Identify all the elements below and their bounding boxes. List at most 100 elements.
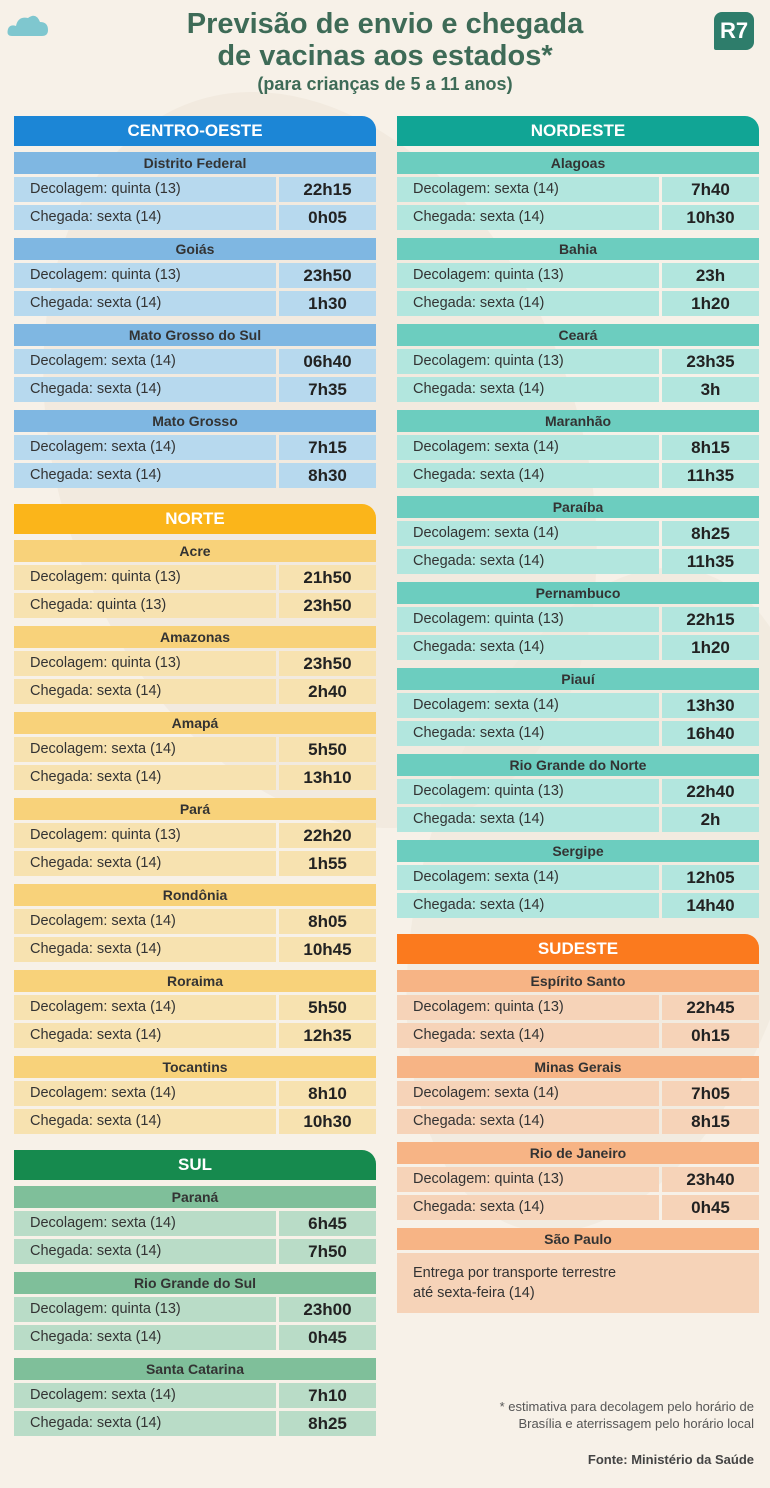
arrival-label: Chegada: sexta (14) bbox=[14, 1239, 276, 1264]
arrival-time: 23h50 bbox=[279, 593, 376, 618]
departure-label: Decolagem: quinta (13) bbox=[397, 607, 659, 632]
region-title: NORTE bbox=[14, 504, 376, 534]
departure-row: Decolagem: quinta (13) 23h00 bbox=[14, 1297, 376, 1322]
departure-row: Decolagem: sexta (14) 8h25 bbox=[397, 521, 759, 546]
departure-label: Decolagem: quinta (13) bbox=[397, 779, 659, 804]
departure-time: 8h15 bbox=[662, 435, 759, 460]
arrival-row: Chegada: sexta (14) 1h55 bbox=[14, 851, 376, 876]
state-name: Amapá bbox=[14, 712, 376, 734]
state-name: Espírito Santo bbox=[397, 970, 759, 992]
arrival-row: Chegada: sexta (14) 0h05 bbox=[14, 205, 376, 230]
arrival-row: Chegada: sexta (14) 1h20 bbox=[397, 635, 759, 660]
departure-label: Decolagem: quinta (13) bbox=[14, 565, 276, 590]
departure-row: Decolagem: sexta (14) 7h10 bbox=[14, 1383, 376, 1408]
departure-label: Decolagem: sexta (14) bbox=[14, 1081, 276, 1106]
state-list: Alagoas Decolagem: sexta (14) 7h40 Chegada:… bbox=[397, 152, 759, 918]
arrival-time: 16h40 bbox=[662, 721, 759, 746]
departure-time: 7h15 bbox=[279, 435, 376, 460]
arrival-label: Chegada: sexta (14) bbox=[14, 1325, 276, 1350]
departure-row: Decolagem: sexta (14) 8h05 bbox=[14, 909, 376, 934]
arrival-label: Chegada: sexta (14) bbox=[397, 1195, 659, 1220]
departure-time: 22h20 bbox=[279, 823, 376, 848]
arrival-label: Chegada: sexta (14) bbox=[397, 377, 659, 402]
state-block: Bahia Decolagem: quinta (13) 23h Chegada: s… bbox=[397, 238, 759, 316]
departure-row: Decolagem: quinta (13) 23h50 bbox=[14, 263, 376, 288]
footnote-line: Brasília e aterrissagem pelo horário loc… bbox=[518, 1416, 754, 1431]
arrival-time: 7h50 bbox=[279, 1239, 376, 1264]
state-block: Amapá Decolagem: sexta (14) 5h50 Chegada: s… bbox=[14, 712, 376, 790]
arrival-time: 14h40 bbox=[662, 893, 759, 918]
departure-row: Decolagem: quinta (13) 22h20 bbox=[14, 823, 376, 848]
departure-row: Decolagem: quinta (13) 22h15 bbox=[397, 607, 759, 632]
state-block: Tocantins Decolagem: sexta (14) 8h10 Chegad… bbox=[14, 1056, 376, 1134]
state-block: Rio Grande do Norte Decolagem: quinta (13… bbox=[397, 754, 759, 832]
arrival-label: Chegada: sexta (14) bbox=[14, 377, 276, 402]
departure-row: Decolagem: sexta (14) 12h05 bbox=[397, 865, 759, 890]
arrival-label: Chegada: sexta (14) bbox=[14, 1023, 276, 1048]
arrival-row: Chegada: sexta (14) 0h45 bbox=[14, 1325, 376, 1350]
arrival-row: Chegada: sexta (14) 8h15 bbox=[397, 1109, 759, 1134]
arrival-row: Chegada: sexta (14) 11h35 bbox=[397, 549, 759, 574]
state-block: Paraíba Decolagem: sexta (14) 8h25 Chegada:… bbox=[397, 496, 759, 574]
arrival-row: Chegada: sexta (14) 0h45 bbox=[397, 1195, 759, 1220]
departure-label: Decolagem: quinta (13) bbox=[14, 177, 276, 202]
departure-label: Decolagem: quinta (13) bbox=[14, 651, 276, 676]
state-list: Distrito Federal Decolagem: quinta (13) 22… bbox=[14, 152, 376, 488]
state-name: Minas Gerais bbox=[397, 1056, 759, 1078]
arrival-row: Chegada: sexta (14) 12h35 bbox=[14, 1023, 376, 1048]
note-line: Entrega por transporte terrestre bbox=[413, 1265, 617, 1281]
arrival-time: 2h40 bbox=[279, 679, 376, 704]
arrival-label: Chegada: sexta (14) bbox=[14, 1411, 276, 1436]
state-block: Roraima Decolagem: sexta (14) 5h50 Chegada:… bbox=[14, 970, 376, 1048]
region-sudeste: SUDESTE Espírito Santo Decolagem: quinta … bbox=[397, 934, 759, 1313]
departure-time: 22h15 bbox=[662, 607, 759, 632]
note-line: até sexta-feira (14) bbox=[413, 1285, 535, 1301]
state-name: Ceará bbox=[397, 324, 759, 346]
state-name: Pernambuco bbox=[397, 582, 759, 604]
state-name: Rondônia bbox=[14, 884, 376, 906]
departure-row: Decolagem: quinta (13) 23h35 bbox=[397, 349, 759, 374]
arrival-label: Chegada: sexta (14) bbox=[14, 291, 276, 316]
departure-row: Decolagem: sexta (14) 5h50 bbox=[14, 995, 376, 1020]
arrival-time: 8h30 bbox=[279, 463, 376, 488]
departure-time: 12h05 bbox=[662, 865, 759, 890]
departure-row: Decolagem: sexta (14) 7h05 bbox=[397, 1081, 759, 1106]
footnote: * estimativa para decolagem pelo horário… bbox=[424, 1398, 754, 1432]
state-name: Paraná bbox=[14, 1186, 376, 1208]
state-list: Espírito Santo Decolagem: quinta (13) 22h4… bbox=[397, 970, 759, 1220]
departure-label: Decolagem: sexta (14) bbox=[397, 1081, 659, 1106]
right-column: NORDESTE Alagoas Decolagem: sexta (14) 7h4… bbox=[397, 116, 759, 1329]
state-name: Goiás bbox=[14, 238, 376, 260]
departure-row: Decolagem: sexta (14) 7h15 bbox=[14, 435, 376, 460]
state-list: Acre Decolagem: quinta (13) 21h50 Chegada: … bbox=[14, 540, 376, 1134]
state-block: Ceará Decolagem: quinta (13) 23h35 Chegada:… bbox=[397, 324, 759, 402]
departure-label: Decolagem: quinta (13) bbox=[14, 823, 276, 848]
state-block: Alagoas Decolagem: sexta (14) 7h40 Chegada:… bbox=[397, 152, 759, 230]
arrival-label: Chegada: sexta (14) bbox=[14, 679, 276, 704]
arrival-row: Chegada: sexta (14) 14h40 bbox=[397, 893, 759, 918]
state-name: Amazonas bbox=[14, 626, 376, 648]
departure-label: Decolagem: sexta (14) bbox=[397, 521, 659, 546]
state-block: Minas Gerais Decolagem: sexta (14) 7h05 Che… bbox=[397, 1056, 759, 1134]
state-block: Santa Catarina Decolagem: sexta (14) 7h10 C… bbox=[14, 1358, 376, 1436]
region-title: CENTRO-OESTE bbox=[14, 116, 376, 146]
departure-time: 23h bbox=[662, 263, 759, 288]
departure-row: Decolagem: quinta (13) 21h50 bbox=[14, 565, 376, 590]
departure-time: 23h40 bbox=[662, 1167, 759, 1192]
state-name: Maranhão bbox=[397, 410, 759, 432]
region-centro-oeste: CENTRO-OESTE Distrito Federal Decolagem: … bbox=[14, 116, 376, 488]
arrival-row: Chegada: sexta (14) 7h35 bbox=[14, 377, 376, 402]
arrival-time: 13h10 bbox=[279, 765, 376, 790]
departure-label: Decolagem: quinta (13) bbox=[397, 995, 659, 1020]
state-name: Piauí bbox=[397, 668, 759, 690]
arrival-label: Chegada: sexta (14) bbox=[14, 851, 276, 876]
departure-row: Decolagem: quinta (13) 23h50 bbox=[14, 651, 376, 676]
arrival-time: 0h15 bbox=[662, 1023, 759, 1048]
departure-row: Decolagem: sexta (14) 06h40 bbox=[14, 349, 376, 374]
state-block: Mato Grosso Decolagem: sexta (14) 7h15 Cheg… bbox=[14, 410, 376, 488]
departure-time: 7h10 bbox=[279, 1383, 376, 1408]
departure-label: Decolagem: quinta (13) bbox=[397, 1167, 659, 1192]
cloud-icon bbox=[7, 15, 48, 36]
arrival-row: Chegada: sexta (14) 7h50 bbox=[14, 1239, 376, 1264]
arrival-row: Chegada: sexta (14) 3h bbox=[397, 377, 759, 402]
